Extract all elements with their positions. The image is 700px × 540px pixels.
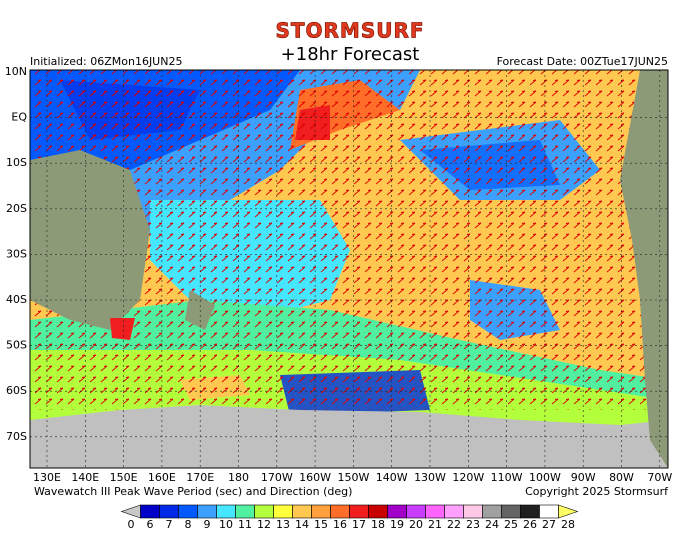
colorbar-swatch: [159, 504, 179, 519]
colorbar-swatch: [254, 504, 274, 519]
caption: Wavewatch III Peak Wave Period (sec) and…: [34, 485, 352, 498]
longitude-label: 110W: [491, 471, 523, 484]
longitude-label: 90W: [571, 471, 596, 484]
longitude-label: 140W: [376, 471, 408, 484]
colorbar-label: 24: [485, 518, 499, 531]
latitude-label: 50S: [6, 339, 27, 352]
colorbar-label: 12: [257, 518, 271, 531]
map-frame: [29, 69, 669, 469]
longitude-label: 150W: [337, 471, 369, 484]
colorbar-swatch: [539, 504, 559, 519]
latitude-label: 20S: [6, 202, 27, 215]
colorbar-label: 20: [409, 518, 423, 531]
copyright: Copyright 2025 Stormsurf: [525, 485, 669, 498]
longitude-label: 160W: [299, 471, 331, 484]
colorbar-label: 15: [314, 518, 328, 531]
colorbar-swatch: [387, 504, 407, 519]
initialized: Initialized: 06ZMon16JUN25: [30, 55, 182, 68]
colorbar-label: 7: [166, 518, 173, 531]
colorbar-label: 25: [504, 518, 518, 531]
longitude-label: 100W: [529, 471, 561, 484]
longitude-label: 170W: [261, 471, 293, 484]
colorbar-label: 26: [523, 518, 537, 531]
colorbar-label: 21: [428, 518, 442, 531]
latitude-label: 60S: [6, 384, 27, 397]
colorbar-swatch: [197, 504, 217, 519]
colorbar-swatch: [292, 504, 312, 519]
latitude-label: 70S: [6, 430, 27, 443]
colorbar: 0 6 7 8 9 10 11 12 13 14 15 16 17 18 19 20 21 22 23 24 25 26 2…: [120, 504, 579, 531]
colorbar-label: 8: [185, 518, 192, 531]
colorbar-label: 28: [561, 518, 575, 531]
colorbar-swatch: [520, 504, 540, 519]
longitude-label: 180: [228, 471, 249, 484]
map: [30, 70, 668, 468]
colorbar-swatch: [235, 504, 255, 519]
longitude-label: 120W: [452, 471, 484, 484]
colorbar-swatch: [349, 504, 369, 519]
colorbar-label: 9: [204, 518, 211, 531]
colorbar-end: [558, 504, 579, 519]
latitude-label: EQ: [11, 111, 27, 124]
latitude-label: 40S: [6, 293, 27, 306]
colorbar-swatch: [140, 504, 160, 519]
longitude-label: 80W: [609, 471, 634, 484]
colorbar-label: 19: [390, 518, 404, 531]
colorbar-label: 16: [333, 518, 347, 531]
colorbar-swatch: [368, 504, 388, 519]
colorbar-swatch: [178, 504, 198, 519]
graticule: [30, 70, 668, 468]
colorbar-label: 10: [219, 518, 233, 531]
colorbar-label: 22: [447, 518, 461, 531]
colorbar-swatch: [406, 504, 426, 519]
colorbar-end: [120, 504, 141, 519]
colorbar-label: 18: [371, 518, 385, 531]
colorbar-swatch: [482, 504, 502, 519]
longitude-label: 130E: [33, 471, 61, 484]
colorbar-label: 27: [542, 518, 556, 531]
colorbar-swatch: [501, 504, 521, 519]
latitude-label: 10S: [6, 156, 27, 169]
colorbar-swatch: [444, 504, 464, 519]
forecast-date: Forecast Date: 00ZTue17JUN25: [497, 55, 668, 68]
colorbar-swatch: [216, 504, 236, 519]
colorbar-swatch: [425, 504, 445, 519]
longitude-label: 150E: [110, 471, 138, 484]
longitude-label: 140E: [71, 471, 99, 484]
colorbar-label: 13: [276, 518, 290, 531]
colorbar-swatch: [463, 504, 483, 519]
colorbar-label: 14: [295, 518, 309, 531]
colorbar-swatch: [311, 504, 331, 519]
longitude-label: 160E: [148, 471, 176, 484]
colorbar-swatch: [330, 504, 350, 519]
longitude-label: 70W: [647, 471, 672, 484]
colorbar-swatch: [273, 504, 293, 519]
longitude-label: 130W: [414, 471, 446, 484]
title: +18hr Forecast: [281, 44, 420, 65]
colorbar-label: 6: [147, 518, 154, 531]
longitude-label: 170E: [186, 471, 214, 484]
colorbar-label: 0: [128, 518, 135, 531]
latitude-label: 30S: [6, 247, 27, 260]
latitude-label: 10N: [5, 65, 27, 78]
colorbar-label: 11: [238, 518, 252, 531]
colorbar-label: 23: [466, 518, 480, 531]
colorbar-label: 17: [352, 518, 366, 531]
brand: STORMSURF: [275, 19, 424, 43]
